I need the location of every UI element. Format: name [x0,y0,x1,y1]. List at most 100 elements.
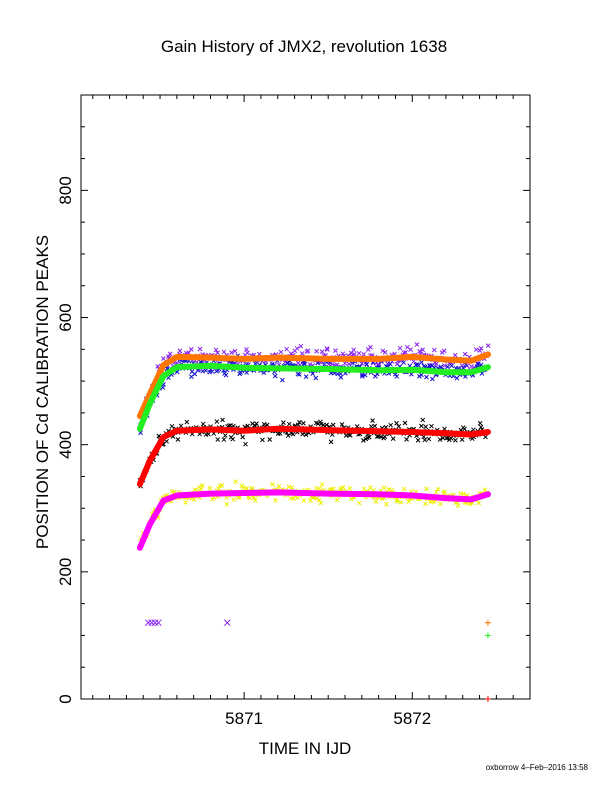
scatter-point-2-stroke [471,427,476,433]
scatter-point-1-stroke [419,372,424,378]
scatter-point-2-stroke [220,417,225,423]
y-axis-label: POSITION OF Cd CALIBRATION PEAKS [33,235,52,549]
scatter-point-0-stroke [197,346,203,352]
scatter-point-3-stroke [270,482,275,487]
scatter-point-0-stroke [319,349,325,354]
scatter-point-2 [264,422,270,428]
scatter-point-2 [222,433,228,438]
scatter-point-0-stroke [431,347,437,353]
scatter-point-1 [244,370,250,375]
scatter-point-3 [442,489,447,494]
scatter-point-0-stroke [244,347,249,352]
outlier-point-4-stroke [223,619,231,627]
scatter-point-0 [298,343,304,349]
scatter-point-2-stroke [419,423,424,429]
scatter-point-2 [429,423,434,429]
scatter-point-1-stroke [280,377,285,383]
scatter-point-0-stroke [177,348,183,354]
scatter-point-3 [438,501,443,507]
scatter-point-2 [382,434,388,439]
scatter-point-3-stroke [291,496,296,502]
scatter-point-2 [243,441,248,447]
scatter-point-0 [442,363,447,368]
scatter-point-2-stroke [404,437,409,442]
scatter-point-0 [478,346,484,351]
scatter-point-1-stroke [203,368,209,373]
scatter-point-0 [346,361,352,367]
scatter-point-0 [403,349,408,355]
outlier-point-7 [484,696,491,702]
outlier-point-1 [148,619,155,627]
scatter-point-0 [299,351,305,356]
scatter-point-3 [476,500,482,506]
scatter-point-2-stroke [483,434,488,440]
scatter-point-2 [206,431,211,437]
scatter-point-0-stroke [221,349,227,355]
scatter-point-2 [483,434,488,440]
scatter-point-3-stroke [249,486,255,491]
scatter-point-3-stroke [219,483,225,488]
scatter-point-3 [316,497,322,503]
scatter-point-3-stroke [394,497,400,503]
scatter-point-0 [356,350,362,356]
scatter-point-2 [281,420,286,425]
scatter-point-2 [378,434,384,440]
scatter-point-1 [203,368,209,373]
scatter-point-2 [361,438,366,443]
x-tick-label: 5871 [225,709,263,728]
scatter-point-0 [213,347,219,353]
scatter-point-2-stroke [260,437,265,443]
scatter-point-2-stroke [301,420,306,426]
scatter-point-0-stroke [298,343,304,349]
scatter-point-2 [396,424,402,429]
scatter-point-0 [229,350,234,355]
scatter-point-1 [280,377,285,383]
scatter-point-2-stroke [477,420,483,426]
scatter-point-0-stroke [351,347,357,353]
scatter-point-1 [401,360,406,365]
scatter-point-3 [347,485,353,491]
scatter-point-2-stroke [318,421,324,427]
scatter-point-3-stroke [435,486,441,492]
data-layer [136,342,491,702]
plot-frame [80,94,531,700]
scatter-point-0 [330,361,335,367]
scatter-point-2-stroke [277,431,283,436]
scatter-point-0 [414,342,420,347]
scatter-point-0-stroke [188,347,194,352]
scatter-point-0-stroke [485,343,491,348]
scatter-point-1-stroke [349,360,355,366]
scatter-point-1 [192,371,198,377]
scatter-point-0 [376,362,382,368]
scatter-point-3 [348,496,354,502]
scatter-point-0-stroke [167,351,173,357]
scatter-point-0 [441,348,447,354]
scatter-point-0-stroke [165,354,171,359]
scatter-point-0-stroke [380,348,386,354]
scatter-point-1 [313,375,319,381]
scatter-point-0-stroke [404,344,410,350]
scatter-point-0-stroke [356,350,362,356]
scatter-point-0-stroke [441,348,447,354]
scatter-point-3 [398,500,404,505]
scatter-point-2-stroke [313,420,319,426]
scatter-point-3 [198,486,204,492]
scatter-point-0-stroke [459,363,465,369]
scatter-point-2-stroke [240,434,246,440]
scatter-point-1-stroke [322,362,327,367]
scatter-point-0 [305,348,311,354]
scatter-point-1-stroke [174,369,180,375]
scatter-point-0 [167,351,173,357]
scatter-point-2-stroke [184,419,190,425]
scatter-point-0-stroke [442,363,447,368]
scatter-point-3-stroke [401,486,407,492]
scatter-point-3-stroke [276,484,282,489]
scatter-point-1 [285,360,290,366]
scatter-point-3 [276,484,282,489]
scatter-point-3-stroke [442,489,447,494]
outlier-point-6 [484,632,491,639]
scatter-point-1-stroke [189,369,195,374]
scatter-point-2-stroke [368,424,374,429]
scatter-point-1 [310,371,316,376]
